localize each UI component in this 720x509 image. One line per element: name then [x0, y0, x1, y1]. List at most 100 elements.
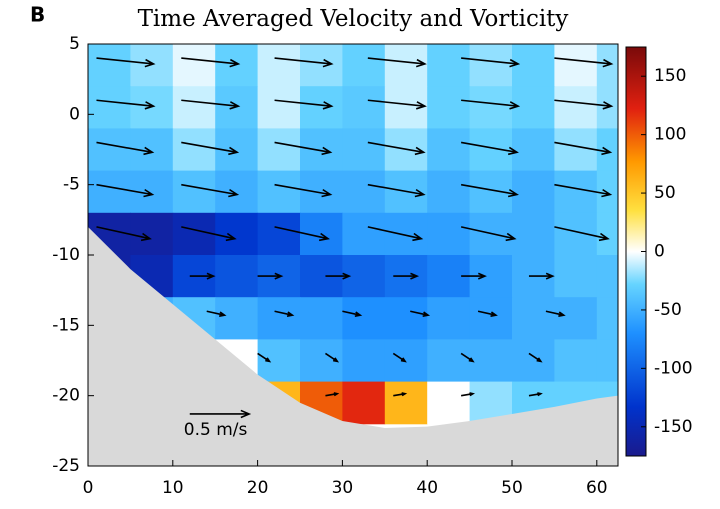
axes: 0 10 20 30 40 50 60-25-20-15-10-505-150-100-50…	[52, 34, 692, 498]
velocity-arrow	[528, 352, 543, 363]
y-tick-label: -15	[52, 315, 80, 335]
velocity-arrow	[181, 141, 240, 156]
panel-label: B	[30, 3, 45, 27]
vorticity-cell	[596, 297, 618, 340]
vorticity-cell	[342, 381, 386, 425]
vorticity-cell	[427, 44, 471, 87]
vorticity-cell	[427, 339, 471, 383]
vorticity-cell	[172, 170, 216, 214]
velocity-arrow	[461, 272, 487, 280]
vorticity-cell	[342, 297, 386, 340]
vorticity-cell	[512, 339, 555, 383]
vorticity-cell	[300, 86, 343, 129]
velocity-arrow	[554, 57, 614, 68]
x-tick-label: 50	[501, 478, 523, 498]
vorticity-cell	[130, 86, 174, 129]
x-tick-label: 0	[83, 478, 94, 498]
vorticity-cell	[342, 339, 386, 383]
vorticity-cell	[300, 128, 343, 172]
vorticity-cell	[88, 128, 131, 172]
velocity-arrow	[257, 352, 272, 363]
velocity-arrow	[274, 183, 333, 198]
vorticity-cell	[215, 86, 259, 129]
vorticity-cell	[342, 128, 386, 172]
velocity-arrow	[189, 272, 216, 280]
vorticity-cell	[554, 297, 598, 340]
velocity-arrow	[410, 310, 431, 317]
velocity-arrow	[554, 226, 610, 242]
colorbar-tick-label: -150	[654, 417, 693, 437]
velocity-arrow	[342, 310, 363, 317]
vorticity-cell	[300, 297, 343, 340]
velocity-arrow	[461, 57, 521, 68]
scale-arrow	[189, 409, 252, 419]
vorticity-cell	[384, 381, 428, 425]
x-tick-label: 40	[416, 478, 438, 498]
vorticity-cell	[596, 255, 618, 298]
velocity-arrow	[460, 352, 475, 363]
velocity-arrow	[554, 141, 613, 156]
x-tick-label: 20	[247, 478, 269, 498]
velocity-arrow	[181, 226, 237, 242]
velocity-arrow	[324, 352, 340, 363]
vorticity-cell	[512, 44, 555, 87]
velocity-arrow	[367, 141, 426, 156]
velocity-arrow	[274, 57, 334, 68]
y-tick-label: -25	[52, 456, 80, 476]
vorticity-cell	[512, 297, 555, 340]
velocity-arrow	[554, 99, 614, 110]
velocity-arrow	[181, 183, 240, 198]
vorticity-cell	[427, 128, 471, 172]
velocity-arrow	[460, 392, 476, 397]
vorticity-cell	[342, 212, 386, 256]
vorticity-cell	[172, 44, 216, 87]
vorticity-cell	[130, 44, 174, 87]
colorbar-tick-label: -50	[654, 300, 682, 320]
velocity-arrow	[367, 99, 427, 110]
plot-area: 0.5 m/s	[88, 44, 618, 466]
vorticity-cell	[215, 255, 259, 298]
y-tick-label: 5	[69, 34, 80, 54]
velocity-arrow	[477, 310, 498, 317]
vorticity-cell	[469, 339, 513, 383]
vorticity-cell	[257, 297, 301, 340]
vorticity-cell	[342, 44, 386, 87]
vorticity-cell	[215, 44, 259, 87]
vorticity-cell	[554, 86, 598, 129]
vorticity-cell	[300, 170, 343, 214]
x-tick-label: 60	[586, 478, 608, 498]
vorticity-cell	[215, 297, 259, 340]
velocity-arrow	[274, 226, 330, 242]
vorticity-cell	[172, 212, 216, 256]
vorticity-cell	[469, 44, 513, 87]
velocity-arrow	[96, 57, 156, 68]
vorticity-cell	[469, 297, 513, 340]
chart-title: Time Averaged Velocity and Vorticity	[138, 6, 569, 32]
vorticity-cell	[554, 255, 598, 298]
velocity-arrow	[393, 392, 408, 397]
velocity-arrow	[367, 226, 424, 242]
x-tick-label: 30	[332, 478, 354, 498]
velocity-arrow	[96, 99, 156, 110]
vorticity-cell	[257, 44, 301, 87]
vorticity-cell	[427, 170, 471, 214]
vorticity-cell	[215, 212, 259, 256]
velocity-arrow	[461, 99, 521, 110]
velocity-arrow	[96, 226, 152, 242]
velocity-arrow	[206, 310, 227, 317]
x-tick-label: 10	[162, 478, 184, 498]
vorticity-cell	[88, 44, 131, 87]
colorbar-tick-label: -100	[654, 358, 693, 378]
vorticity-cell	[554, 44, 598, 87]
y-tick-label: -20	[52, 386, 80, 406]
vorticity-cell	[300, 44, 343, 87]
wall	[88, 226, 618, 466]
velocity-arrow	[274, 141, 333, 156]
velocity-arrow	[274, 310, 295, 317]
vorticity-cell	[257, 339, 301, 383]
velocity-arrow	[325, 272, 352, 280]
velocity-arrow	[528, 272, 555, 280]
velocity-arrow	[325, 392, 340, 397]
velocity-arrow	[257, 272, 284, 280]
